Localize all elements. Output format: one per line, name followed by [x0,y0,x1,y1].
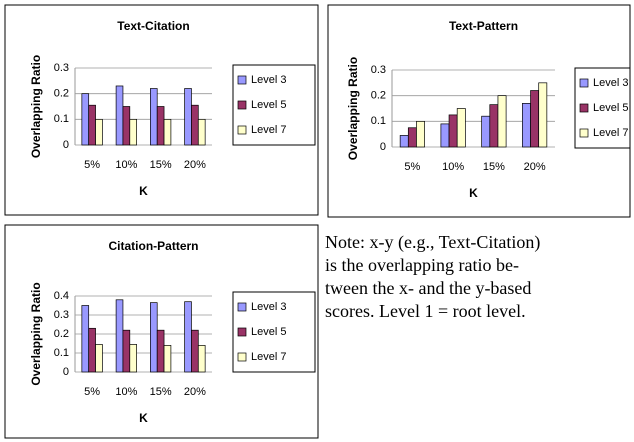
x-tick-label: 20% [524,161,546,173]
y-tick-label: 0.2 [54,328,69,340]
legend-label: Level 5 [251,99,286,111]
x-tick-label: 5% [404,161,420,173]
y-tick-label: 0.3 [54,309,69,321]
y-tick-label: 0 [63,139,69,151]
legend-swatch [237,125,247,135]
bar [184,301,192,373]
bar [115,299,124,373]
x-axis-title: K [139,411,148,425]
y-axis-title: Overlapping Ratio [29,55,43,158]
bar [81,93,90,146]
legend-label: Level 5 [593,102,628,114]
y-tick-label: 0.3 [371,64,386,76]
y-tick-label: 0.1 [371,115,386,127]
y-tick-label: 0.1 [54,113,69,125]
x-axis-title: K [139,184,148,198]
bar [497,95,507,148]
y-tick-label: 0 [380,141,386,153]
y-axis-title: Overlapping Ratio [346,57,360,160]
bar [481,115,491,148]
bar [440,123,450,148]
bar [163,118,172,146]
y-tick-label: 0 [63,366,69,378]
x-tick-label: 20% [184,159,206,171]
x-tick-label: 10% [115,159,137,171]
legend-box [232,291,316,373]
title: Text-Citation [117,19,189,33]
bar [191,104,199,146]
legend-swatch [237,327,247,337]
bar [197,118,206,146]
bar [399,135,409,148]
x-tick-label: 10% [442,161,464,173]
bar [88,327,96,373]
legend-swatch [579,78,589,88]
bar [448,114,458,148]
bar [163,345,172,373]
note-line: is the overlapping ratio be- [325,255,519,275]
x-tick-label: 20% [184,386,206,398]
bar [184,88,192,146]
bar [95,344,103,373]
legend-label: Level 7 [251,124,286,136]
x-tick-label: 5% [84,386,100,398]
title: Text-Pattern [449,19,518,33]
bar [115,85,124,146]
y-axis-title: Overlapping Ratio [29,282,43,385]
legend-swatch [237,352,247,362]
bar [156,329,165,373]
x-tick-label: 15% [150,386,172,398]
bar [129,344,138,373]
x-axis-title: K [469,186,478,200]
bar [129,118,138,146]
y-tick-label: 0.2 [54,88,69,100]
bar [95,118,103,146]
bar [530,90,540,148]
bar [122,329,131,373]
legend-swatch [237,100,247,110]
legend-label: Level 3 [593,77,628,89]
y-tick-label: 0.4 [54,290,69,302]
legend-label: Level 7 [593,127,628,139]
legend-swatch [237,75,247,85]
x-tick-label: 5% [84,159,100,171]
legend-swatch [237,302,247,312]
legend-box [232,64,316,146]
bar [156,106,165,146]
bar [522,103,531,148]
legend-label: Level 3 [251,74,286,86]
legend-label: Level 3 [251,301,286,313]
bar [88,104,96,146]
bar [489,104,499,148]
bar [150,302,158,373]
note-line: scores. Level 1 = root level. [325,301,526,321]
legend-swatch [579,103,589,113]
bar [416,120,425,148]
x-tick-label: 15% [483,161,505,173]
legend-swatch [579,128,589,138]
note-line: Note: x-y (e.g., Text-Citation) [325,232,540,253]
bar [407,127,417,148]
bar [197,345,206,373]
y-tick-label: 0.3 [54,62,69,74]
x-tick-label: 15% [150,159,172,171]
note-line: tween the x- and the y-based [325,278,531,298]
y-tick-label: 0.2 [371,90,386,102]
bar [81,305,90,373]
legend-label: Level 5 [251,326,286,338]
bar [122,106,131,146]
bar [456,108,466,148]
legend-label: Level 7 [251,351,286,363]
x-tick-label: 10% [115,386,137,398]
bar [191,329,199,373]
bar [538,82,548,148]
bar [150,88,158,146]
y-tick-label: 0.1 [54,347,69,359]
title: Citation-Pattern [109,239,199,253]
